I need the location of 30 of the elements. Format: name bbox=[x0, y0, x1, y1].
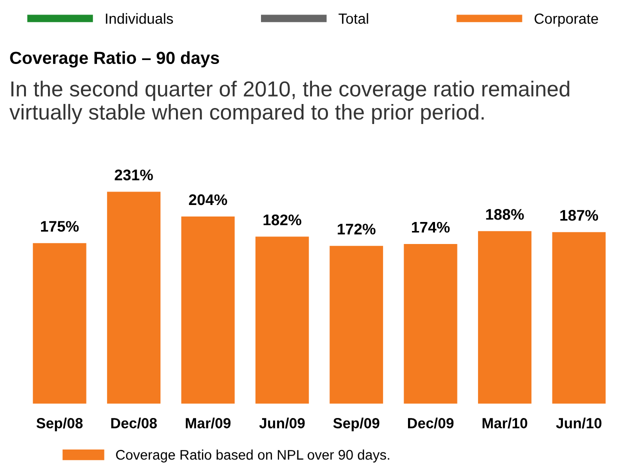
chart-title: Coverage Ratio – 90 days bbox=[10, 51, 220, 68]
data-label: 174% bbox=[412, 222, 450, 233]
data-label: 204% bbox=[188, 194, 228, 206]
bar bbox=[552, 232, 606, 404]
legend-label: Coverage Ratio based on NPL over 90 days. bbox=[116, 450, 390, 462]
x-tick-label: Sep/08 bbox=[36, 418, 83, 432]
bar bbox=[330, 246, 384, 404]
chart-subtitle: In the second quarter of 2010, the coverage ratio remained virtually stable when compared to the prior period. bbox=[9, 80, 570, 124]
bar bbox=[255, 236, 309, 404]
bar bbox=[107, 192, 160, 404]
x-tick-label: Sep/09 bbox=[333, 418, 380, 432]
x-tick-label: Mar/10 bbox=[482, 418, 528, 428]
x-tick-label: Dec/08 bbox=[111, 418, 157, 428]
legend-label: Total bbox=[338, 13, 368, 24]
data-label: 188% bbox=[486, 209, 524, 220]
data-label: 231% bbox=[114, 170, 153, 180]
data-label: 172% bbox=[338, 224, 376, 234]
data-label: 187% bbox=[560, 210, 598, 221]
bar bbox=[478, 231, 532, 404]
data-label: 175% bbox=[41, 220, 79, 232]
x-tick-label: Mar/09 bbox=[186, 418, 231, 428]
data-label: 182% bbox=[264, 214, 302, 226]
bar bbox=[404, 244, 458, 404]
x-tick-label: Jun/10 bbox=[556, 418, 602, 428]
x-tick-label: Jun/09 bbox=[259, 418, 305, 428]
legend-label: Individuals bbox=[106, 13, 173, 24]
bar bbox=[181, 216, 235, 404]
x-tick-label: Dec/09 bbox=[408, 418, 454, 428]
bar bbox=[32, 243, 86, 404]
legend-label: Corporate bbox=[534, 14, 598, 27]
